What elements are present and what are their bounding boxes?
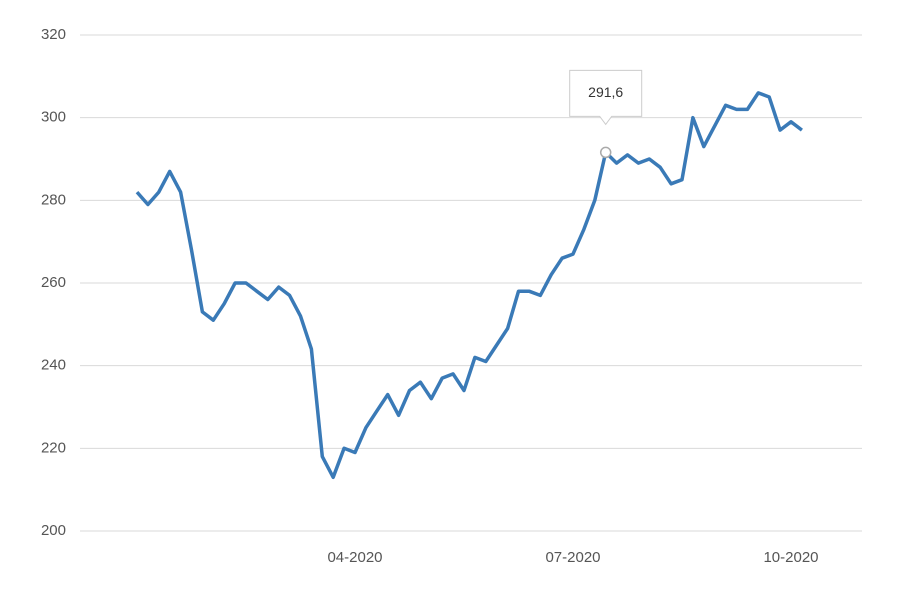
- tooltip-label: 291,6: [588, 84, 623, 100]
- y-tick-label: 200: [41, 522, 66, 539]
- price-line: [135, 91, 803, 480]
- y-tick-label: 220: [41, 439, 66, 456]
- y-tick-label: 260: [41, 274, 66, 291]
- y-tick-label: 320: [41, 26, 66, 43]
- tooltip-box: [569, 69, 643, 126]
- y-tick-label: 240: [41, 357, 66, 374]
- y-tick-label: 280: [41, 191, 66, 208]
- x-tick-label: 07-2020: [545, 549, 600, 566]
- x-tick-label: 10-2020: [763, 549, 818, 566]
- y-tick-label: 300: [41, 109, 66, 126]
- x-tick-label: 04-2020: [327, 549, 382, 566]
- hover-point: [599, 146, 612, 159]
